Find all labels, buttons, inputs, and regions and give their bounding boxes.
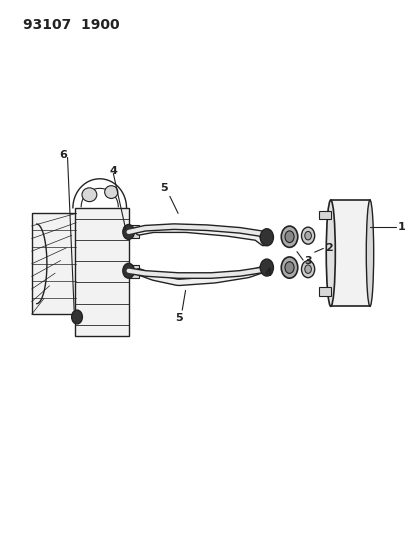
Text: 2: 2 bbox=[324, 243, 332, 253]
Circle shape bbox=[260, 259, 273, 276]
Ellipse shape bbox=[366, 200, 373, 306]
Circle shape bbox=[123, 263, 134, 278]
Ellipse shape bbox=[104, 185, 118, 198]
Circle shape bbox=[284, 231, 293, 243]
Ellipse shape bbox=[325, 200, 335, 306]
Bar bbox=[318, 287, 330, 296]
Text: 93107  1900: 93107 1900 bbox=[23, 18, 120, 31]
Text: 1: 1 bbox=[396, 222, 404, 232]
Ellipse shape bbox=[82, 188, 97, 201]
Circle shape bbox=[304, 265, 311, 273]
Bar bbox=[128, 225, 139, 238]
Bar bbox=[31, 213, 76, 314]
Circle shape bbox=[304, 231, 311, 240]
Circle shape bbox=[280, 226, 297, 247]
Bar bbox=[128, 265, 139, 278]
Text: 3: 3 bbox=[304, 256, 312, 266]
Circle shape bbox=[301, 261, 314, 278]
Circle shape bbox=[71, 310, 82, 324]
Text: 5: 5 bbox=[175, 313, 183, 324]
Text: 5: 5 bbox=[159, 183, 167, 193]
Bar bbox=[75, 208, 128, 336]
Circle shape bbox=[260, 229, 273, 246]
Circle shape bbox=[123, 224, 134, 239]
Circle shape bbox=[301, 227, 314, 244]
Text: 4: 4 bbox=[264, 268, 272, 278]
Circle shape bbox=[280, 257, 297, 278]
Text: 6: 6 bbox=[59, 150, 67, 160]
Bar bbox=[318, 211, 330, 219]
Bar bbox=[330, 200, 369, 306]
Text: 4: 4 bbox=[109, 166, 117, 176]
Circle shape bbox=[284, 262, 293, 273]
